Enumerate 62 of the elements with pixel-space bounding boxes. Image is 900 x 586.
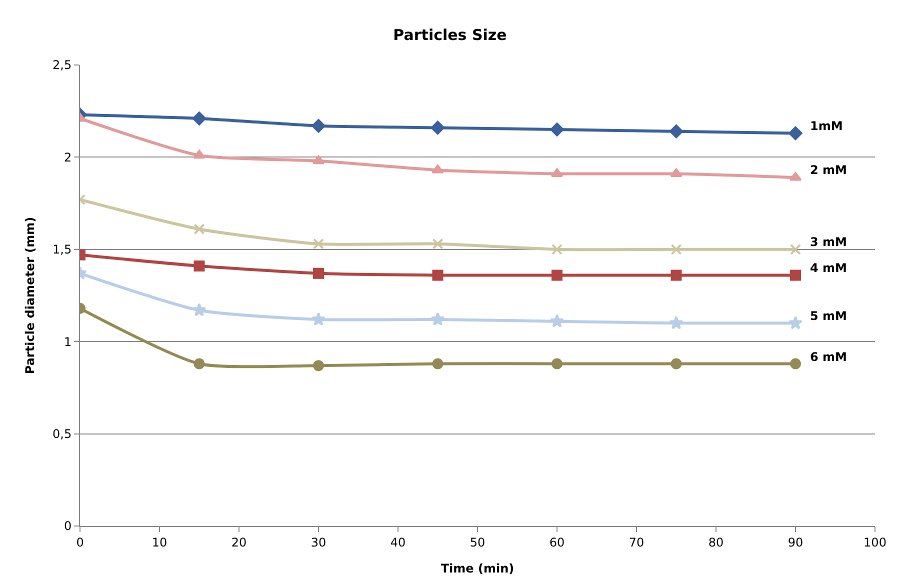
x-tick-label: 20 [231,535,247,550]
point [790,244,801,255]
point [312,155,325,164]
point [194,260,205,272]
point [192,112,206,126]
x-tick-label: 70 [628,535,644,550]
y-axis-title: Particle diameter (mm) [22,216,37,374]
point [552,244,562,255]
point [194,224,205,235]
point [312,312,326,326]
point [313,268,324,279]
y-tick-label: 1,5 [52,242,72,257]
x-tick-label: 100 [864,535,886,550]
point [432,270,444,281]
series-label: 2 mM [810,163,847,177]
point [194,358,205,370]
point [670,244,682,255]
point [312,119,326,133]
x-tick-label: 60 [549,535,565,550]
point [788,316,802,330]
series-label: 3 mM [810,235,847,249]
y-tick-label: 0,5 [52,427,72,441]
point [313,238,324,250]
point [550,122,564,136]
point [550,314,564,328]
point [192,302,206,316]
point [789,172,802,181]
x-tick-label: 50 [470,535,486,550]
y-tick-label: 1 [64,334,72,349]
point [193,150,206,159]
point [550,168,564,178]
point [430,120,445,135]
series-label: 1mM [810,119,843,133]
point [313,360,324,372]
series-label: 4 mM [810,261,847,275]
point [670,358,682,370]
x-tick-label: 90 [788,535,804,550]
x-tick-label: 80 [708,535,724,550]
point [788,126,802,140]
series-label: 5 mM [810,309,847,323]
point [432,238,444,250]
point [432,164,444,174]
point [552,358,562,370]
point [790,358,801,370]
point [790,270,801,281]
y-tick-label: 0 [64,519,72,534]
point [670,270,682,281]
x-axis-title: Time (min) [440,561,514,576]
chart-title: Particles Size [393,26,507,44]
x-tick-label: 30 [310,535,326,550]
series-label: 6 mM [810,350,847,364]
x-tick-label: 40 [390,535,406,550]
y-tick-label: 2,5 [52,58,72,72]
x-tick-label: 0 [76,535,84,550]
point [552,270,562,281]
point [669,316,684,330]
x-tick-label: 10 [152,535,168,550]
y-tick-label: 2 [64,150,72,164]
point [669,124,684,138]
point [430,312,445,326]
point [670,168,682,178]
point [432,358,444,370]
